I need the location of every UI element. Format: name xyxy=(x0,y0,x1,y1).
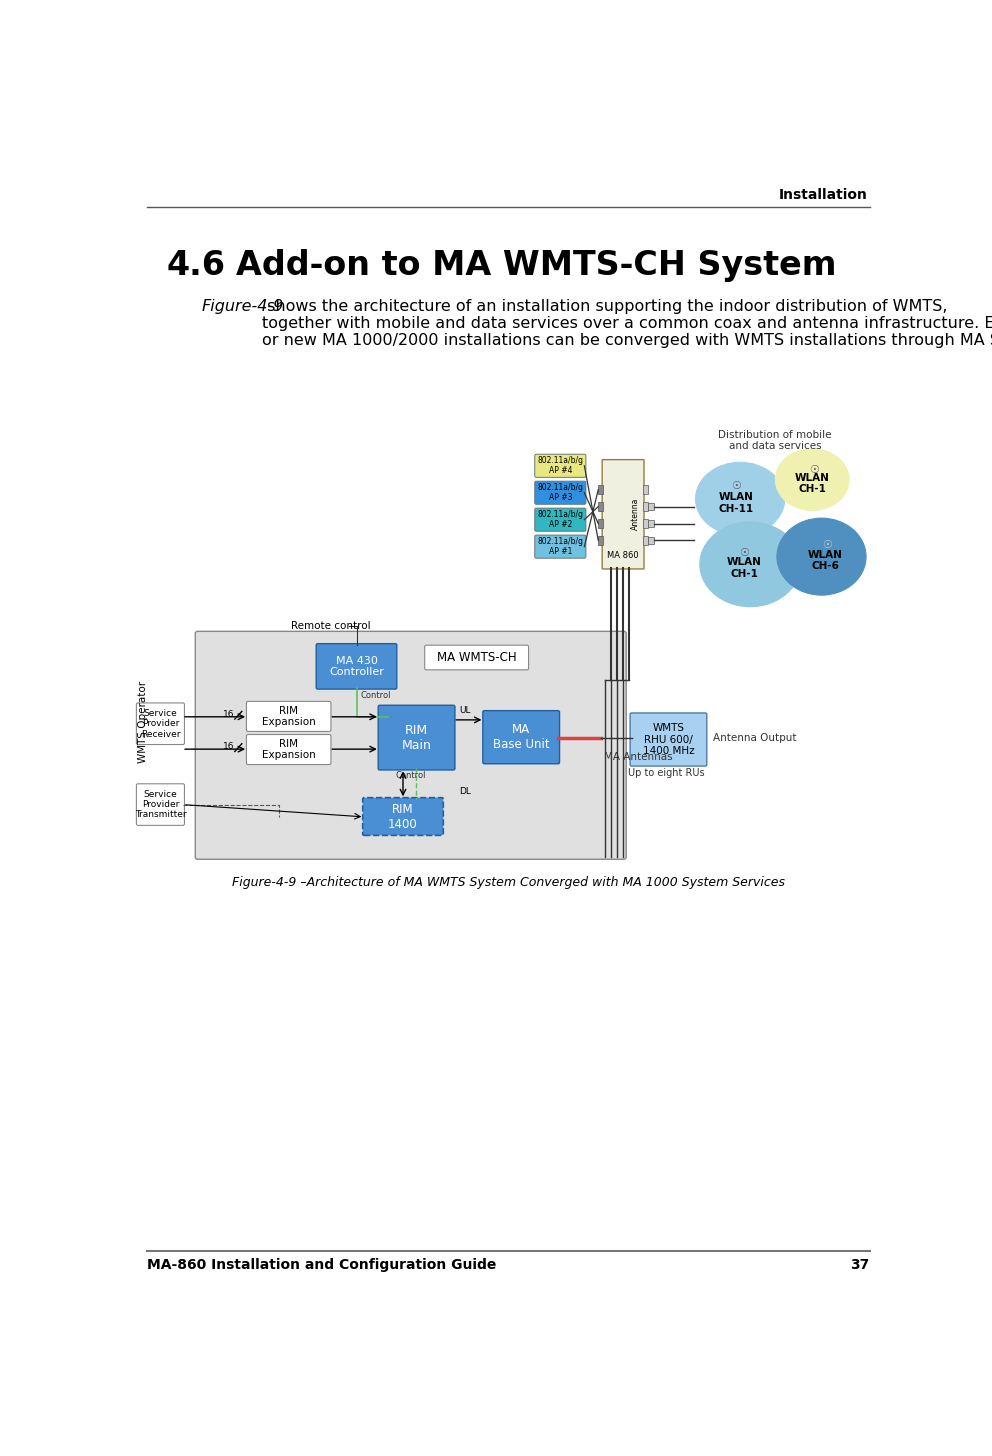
FancyBboxPatch shape xyxy=(363,798,443,836)
Text: ☉: ☉ xyxy=(822,540,832,550)
Text: Up to eight RUs: Up to eight RUs xyxy=(628,769,704,779)
FancyBboxPatch shape xyxy=(483,711,559,764)
Text: MA WMTS-CH: MA WMTS-CH xyxy=(436,651,517,664)
Bar xyxy=(598,536,603,545)
Text: Remote control: Remote control xyxy=(291,620,370,630)
FancyBboxPatch shape xyxy=(535,508,586,531)
FancyBboxPatch shape xyxy=(535,480,586,504)
Text: 802.11a/b/g
AP #4: 802.11a/b/g AP #4 xyxy=(538,456,583,476)
Text: Add-on to MA WMTS-CH System: Add-on to MA WMTS-CH System xyxy=(236,249,837,281)
Text: 802.11a/b/g
AP #2: 802.11a/b/g AP #2 xyxy=(538,510,583,530)
Text: ☉: ☉ xyxy=(808,466,818,476)
Bar xyxy=(598,518,603,529)
Text: RIM
Expansion: RIM Expansion xyxy=(262,706,315,727)
Text: WLAN
CH-11: WLAN CH-11 xyxy=(718,492,754,514)
Text: MA Antennas: MA Antennas xyxy=(604,751,674,761)
Text: Control: Control xyxy=(395,770,426,780)
Bar xyxy=(648,502,654,510)
FancyBboxPatch shape xyxy=(246,702,331,731)
Text: RIM
Expansion: RIM Expansion xyxy=(262,738,315,760)
Bar xyxy=(648,520,654,527)
Text: UL: UL xyxy=(458,706,470,715)
Bar xyxy=(598,485,603,494)
Text: WMTS Operator: WMTS Operator xyxy=(138,681,148,763)
Bar xyxy=(643,485,648,494)
Text: Control: Control xyxy=(360,692,391,700)
Bar xyxy=(648,537,654,543)
FancyBboxPatch shape xyxy=(425,645,529,670)
Text: Antenna Output: Antenna Output xyxy=(713,732,797,743)
Text: shows the architecture of an installation supporting the indoor distribution of : shows the architecture of an installatio… xyxy=(262,298,992,348)
Text: Antenna: Antenna xyxy=(631,498,640,530)
FancyBboxPatch shape xyxy=(316,644,397,689)
Text: DL: DL xyxy=(458,788,470,796)
Text: 16: 16 xyxy=(222,711,234,719)
Ellipse shape xyxy=(695,463,785,536)
Text: 16: 16 xyxy=(222,743,234,751)
Text: 4.6: 4.6 xyxy=(167,249,225,281)
Text: RIM
1400: RIM 1400 xyxy=(388,802,418,831)
Text: WLAN
CH-1: WLAN CH-1 xyxy=(726,558,762,579)
Text: RIM
Main: RIM Main xyxy=(402,724,432,751)
Text: WLAN
CH-6: WLAN CH-6 xyxy=(807,550,843,571)
Text: ☉: ☉ xyxy=(739,547,749,558)
FancyBboxPatch shape xyxy=(195,632,626,859)
Text: WMTS
RHU 600/
1400 MHz: WMTS RHU 600/ 1400 MHz xyxy=(643,724,694,756)
Text: Installation: Installation xyxy=(779,188,868,202)
Text: Service
Provider
Transmitter: Service Provider Transmitter xyxy=(135,789,186,820)
Ellipse shape xyxy=(776,448,849,511)
Text: Figure-4-9 –Architecture of MA WMTS System Converged with MA 1000 System Service: Figure-4-9 –Architecture of MA WMTS Syst… xyxy=(232,877,785,890)
Text: MA 860: MA 860 xyxy=(607,552,639,561)
Text: ☉: ☉ xyxy=(731,480,741,491)
Ellipse shape xyxy=(777,518,866,596)
Text: Service
Provider
Receiver: Service Provider Receiver xyxy=(141,709,181,738)
FancyBboxPatch shape xyxy=(246,734,331,764)
Bar xyxy=(643,502,648,511)
Bar xyxy=(598,502,603,511)
Text: Figure-4-9: Figure-4-9 xyxy=(201,298,284,313)
Text: Distribution of mobile
and data services: Distribution of mobile and data services xyxy=(718,430,831,451)
Text: 802.11a/b/g
AP #1: 802.11a/b/g AP #1 xyxy=(538,537,583,556)
FancyBboxPatch shape xyxy=(535,454,586,478)
Text: 802.11a/b/g
AP #3: 802.11a/b/g AP #3 xyxy=(538,483,583,502)
Text: WLAN
CH-1: WLAN CH-1 xyxy=(795,473,829,494)
Text: 37: 37 xyxy=(850,1258,870,1273)
FancyBboxPatch shape xyxy=(535,534,586,558)
Bar xyxy=(643,536,648,545)
Bar xyxy=(643,518,648,529)
Ellipse shape xyxy=(699,523,801,607)
Text: MA
Base Unit: MA Base Unit xyxy=(493,724,550,751)
FancyBboxPatch shape xyxy=(630,713,706,766)
FancyBboxPatch shape xyxy=(137,703,185,744)
FancyBboxPatch shape xyxy=(378,705,455,770)
Text: MA 430
Controller: MA 430 Controller xyxy=(329,655,384,677)
Text: MA-860 Installation and Configuration Guide: MA-860 Installation and Configuration Gu… xyxy=(147,1258,497,1273)
FancyBboxPatch shape xyxy=(602,460,644,569)
FancyBboxPatch shape xyxy=(137,783,185,826)
